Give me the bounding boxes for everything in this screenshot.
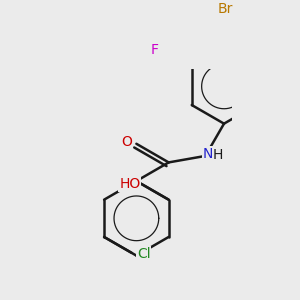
Text: N: N (203, 147, 213, 161)
Text: Cl: Cl (137, 247, 151, 261)
Text: O: O (121, 135, 132, 149)
Text: HO: HO (119, 177, 140, 191)
Text: H: H (212, 148, 223, 161)
Text: Br: Br (218, 2, 233, 16)
Text: F: F (150, 44, 158, 58)
